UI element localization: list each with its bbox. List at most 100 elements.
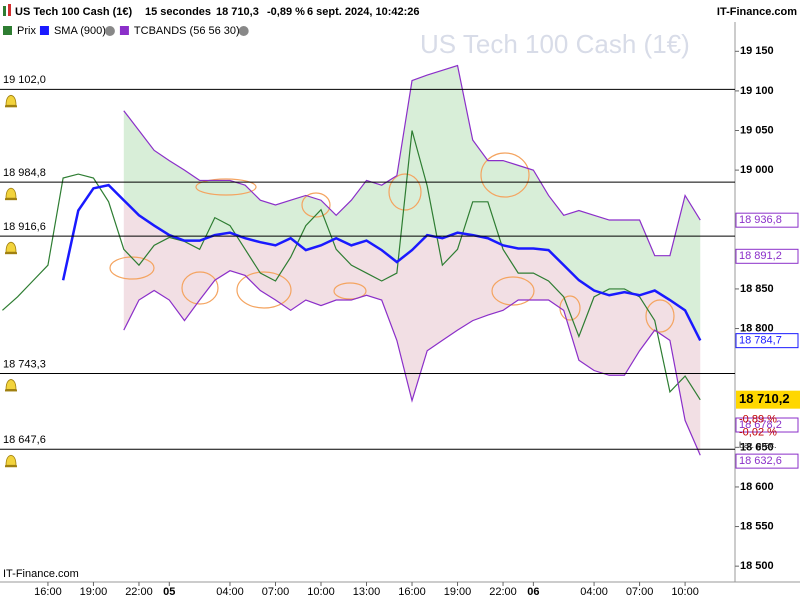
price-tag-label: 18 632,6 bbox=[739, 455, 782, 467]
x-tick-label: 04:00 bbox=[216, 586, 244, 598]
y-tick-label: 19 100 bbox=[740, 85, 774, 97]
last-price-tag bbox=[736, 390, 800, 409]
change-label: bar. prec. bbox=[739, 440, 777, 450]
y-tick-label: 18 850 bbox=[740, 283, 774, 295]
annotation bbox=[388, 173, 422, 211]
legend-close[interactable] bbox=[238, 26, 249, 36]
x-tick-label: 16:00 bbox=[34, 586, 62, 598]
annotation bbox=[333, 282, 367, 300]
legend-swatch bbox=[3, 26, 12, 35]
annotation bbox=[236, 271, 292, 309]
x-tick-label: 06 bbox=[527, 586, 539, 598]
annotation bbox=[181, 271, 219, 305]
header-interval: 15 secondes bbox=[145, 6, 211, 18]
bell-base bbox=[5, 389, 17, 392]
level-label: 19 102,0 bbox=[3, 74, 46, 86]
last-price-label: 18 710,2 bbox=[739, 391, 790, 406]
annotation bbox=[195, 178, 257, 196]
y-tick-label: 18 650 bbox=[740, 441, 774, 453]
annotations bbox=[109, 152, 675, 333]
band-fill bbox=[123, 65, 701, 341]
change-label: -0,02 % bbox=[739, 427, 777, 439]
annotation bbox=[645, 299, 675, 333]
legend-label: TCBANDS (56 56 30) bbox=[134, 25, 240, 37]
price-tag bbox=[735, 212, 799, 228]
price-tag bbox=[735, 333, 799, 349]
header: US Tech 100 Cash (1€) 15 secondes 18 710… bbox=[3, 4, 797, 18]
header-last: 18 710,3 bbox=[216, 6, 259, 18]
bell-shape bbox=[5, 241, 17, 253]
y-tick-label: 18 600 bbox=[740, 481, 774, 493]
bell-shape bbox=[5, 94, 17, 106]
annotation bbox=[109, 256, 155, 280]
level-label: 18 984,8 bbox=[3, 167, 46, 179]
bell-icon bbox=[5, 379, 17, 392]
level-box bbox=[0, 73, 48, 88]
y-tick-label: 18 550 bbox=[740, 520, 774, 532]
x-tick-label: 16:00 bbox=[398, 586, 426, 598]
price-tag bbox=[735, 417, 799, 433]
x-tick-label: 13:00 bbox=[353, 586, 381, 598]
y-tick-label: 19 050 bbox=[740, 124, 774, 136]
bell-icon bbox=[5, 187, 17, 201]
x-tick-label: 05 bbox=[163, 586, 175, 598]
bell-base bbox=[5, 252, 17, 255]
legend-label: Prix bbox=[17, 25, 36, 37]
bell-shape bbox=[5, 454, 17, 466]
bell-shape bbox=[5, 187, 17, 199]
price-tag-label: 18 936,8 bbox=[739, 214, 782, 226]
level-box bbox=[0, 166, 48, 181]
icon bbox=[8, 4, 11, 16]
bell-icon bbox=[5, 241, 17, 255]
y-tick-label: 18 500 bbox=[740, 560, 774, 572]
y-tick-label: 18 800 bbox=[740, 322, 774, 334]
price-tag bbox=[735, 248, 799, 264]
header-date: 6 sept. 2024, 10:42:26 bbox=[307, 6, 420, 18]
annotation bbox=[480, 152, 530, 198]
band-line bbox=[123, 64, 701, 257]
x-tick-label: 22:00 bbox=[489, 586, 517, 598]
price-tag bbox=[735, 453, 799, 469]
change-label: -0,89 % bbox=[739, 414, 777, 426]
x-tick-label: 19:00 bbox=[444, 586, 472, 598]
legend-label: SMA (900) bbox=[54, 25, 106, 37]
bell-base bbox=[5, 105, 17, 108]
bell-base bbox=[5, 198, 17, 201]
x-tick-label: 22:00 bbox=[125, 586, 153, 598]
x-tick-label: 07:00 bbox=[626, 586, 654, 598]
level-box bbox=[0, 220, 48, 235]
x-tick-label: 19:00 bbox=[80, 586, 108, 598]
bell-icon bbox=[5, 454, 17, 468]
x-tick-label: 10:00 bbox=[307, 586, 335, 598]
level-label: 18 647,6 bbox=[3, 434, 46, 446]
level-box bbox=[0, 433, 48, 448]
header-title: US Tech 100 Cash (1€) bbox=[15, 6, 133, 18]
annotation bbox=[491, 276, 535, 306]
watermark: US Tech 100 Cash (1€) bbox=[420, 29, 690, 59]
price-line bbox=[2, 130, 701, 401]
x-tick-label: 07:00 bbox=[262, 586, 290, 598]
y-tick-label: 19 000 bbox=[740, 164, 774, 176]
y-tick-label: 19 150 bbox=[740, 45, 774, 57]
level-label: 18 743,3 bbox=[3, 358, 46, 370]
level-label: 18 916,6 bbox=[3, 221, 46, 233]
price-tag-label: 18 784,7 bbox=[739, 335, 782, 347]
x-tick-label: 04:00 bbox=[580, 586, 608, 598]
footer-brand: IT-Finance.com bbox=[3, 568, 79, 580]
bell-shape bbox=[5, 379, 17, 390]
icon bbox=[3, 6, 6, 16]
price-tag-label: 18 891,2 bbox=[739, 250, 782, 262]
legend-close[interactable] bbox=[104, 26, 115, 36]
legend-swatch bbox=[119, 26, 129, 35]
level-box bbox=[0, 357, 48, 372]
header-change: -0,89 % bbox=[267, 6, 305, 18]
legend-swatch bbox=[39, 26, 49, 35]
annotation bbox=[301, 192, 331, 218]
bell-base bbox=[5, 465, 17, 468]
header-brand: IT-Finance.com bbox=[717, 6, 797, 18]
band-fill bbox=[123, 200, 701, 456]
price-tag-label: 18 678,2 bbox=[739, 419, 782, 431]
